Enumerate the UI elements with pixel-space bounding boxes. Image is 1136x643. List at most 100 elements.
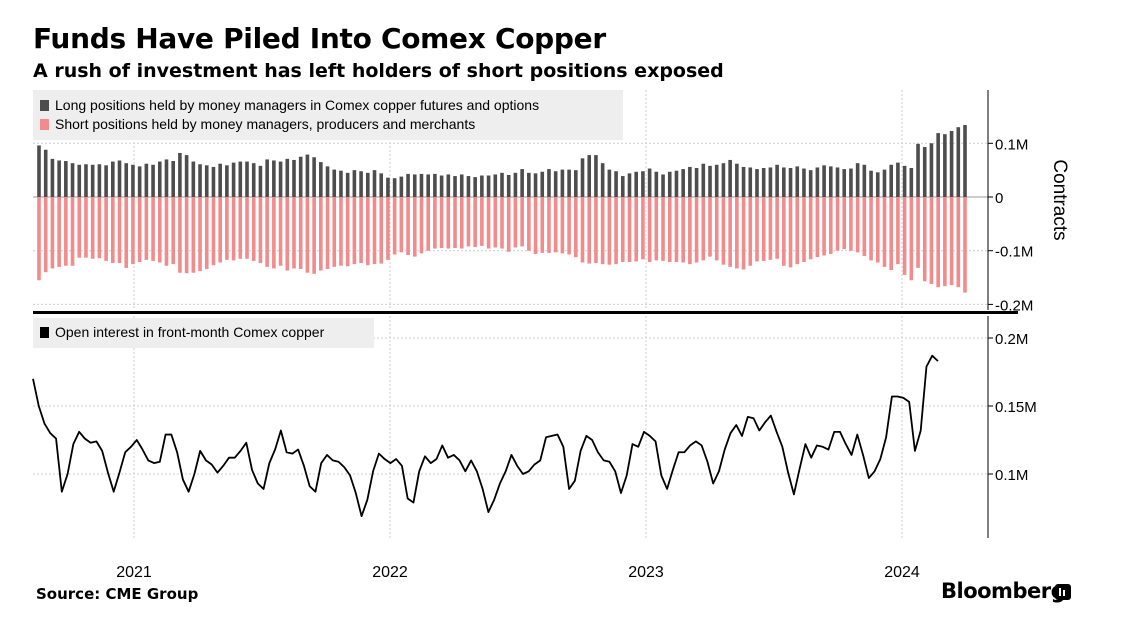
long-position-bar [614,171,618,197]
long-position-bar [43,149,48,197]
long-position-bar [761,168,766,197]
short-position-bar [50,197,55,269]
long-position-bar [493,174,498,197]
short-position-bar [889,197,893,271]
short-position-bar [419,197,424,254]
long-position-bar [345,172,350,197]
short-position-bar [728,197,732,267]
long-position-bar [419,173,424,197]
short-position-bar [386,197,390,260]
short-position-bar [157,197,162,263]
long-position-bar [748,167,753,197]
short-position-bar [755,197,759,262]
long-position-bar [332,169,337,197]
short-position-bar [547,197,551,253]
y-tick-label: 0 [995,190,1003,207]
long-position-bar [842,169,847,197]
long-position-bar [929,143,934,197]
short-position-bar [211,197,216,266]
short-position-bar [902,197,907,275]
short-position-bar [963,197,967,293]
short-position-bar [956,197,961,288]
short-position-bar [795,197,800,265]
long-position-bar [412,174,417,197]
long-position-bar [178,152,182,197]
short-position-bar [339,197,343,266]
short-position-bar [285,197,290,271]
long-position-bar [231,162,236,197]
short-position-bar [90,197,95,259]
long-position-bar [500,172,504,197]
short-position-bar [486,197,491,249]
long-position-bar [258,165,263,197]
long-position-bar [829,166,833,197]
y-tick-label: 0.1M [995,467,1028,484]
short-position-bar [714,197,719,261]
long-position-bar [936,133,940,197]
short-position-bar [204,197,209,269]
short-position-bar [433,197,437,249]
long-position-bar [204,165,209,197]
x-tick-label: 2022 [372,564,408,581]
short-position-bar [453,197,457,249]
short-position-bar [359,197,363,264]
bloomberg-terminal-icon [1055,584,1071,600]
short-position-bar [225,197,229,260]
long-position-bar [77,164,82,197]
short-position-bar [788,197,793,268]
long-position-bar [795,166,800,197]
short-position-bar [164,197,169,266]
short-position-bar [111,197,115,264]
short-position-bar [869,197,873,261]
short-position-bar [245,197,249,259]
long-position-bar [768,167,773,197]
short-position-bar [620,197,625,262]
short-position-bar [922,197,927,282]
short-position-bar [533,197,538,254]
short-position-bar [674,197,679,262]
long-position-bar [319,162,323,197]
short-position-bar [835,197,840,251]
short-position-bar [77,197,82,258]
short-position-bar [305,197,310,273]
short-position-bar [446,197,451,249]
short-positions-series [37,197,967,293]
short-position-bar [399,197,404,253]
short-position-bar [372,197,377,265]
long-position-bar [735,163,739,197]
long-position-bar [238,161,243,197]
legend-box-bars [33,90,623,140]
short-position-bar [332,197,337,267]
long-position-bar [352,170,357,197]
short-position-bar [312,197,316,274]
long-position-bar [620,176,625,197]
short-position-bar [540,197,545,253]
long-position-bar [171,161,175,197]
long-position-bar [674,170,679,197]
short-position-bar [929,197,934,284]
long-position-bar [117,160,122,197]
short-position-bar [265,197,269,267]
long-position-bar [580,158,585,197]
short-position-bar [218,197,222,263]
short-position-bar [426,197,430,251]
long-position-bar [218,163,222,197]
long-position-bar [366,172,370,197]
chart-title: Funds Have Piled Into Comex Copper [33,22,606,55]
long-position-bar [755,169,759,197]
short-position-bar [527,197,531,251]
long-position-bar [198,164,202,197]
long-position-bar [849,168,853,197]
short-position-bar [184,197,189,274]
short-position-bar [466,197,471,247]
long-position-bar [721,163,726,197]
long-position-bar [466,176,471,197]
open-interest-line [32,354,939,518]
long-position-bar [137,166,142,197]
short-position-bar [808,197,813,260]
long-position-bar [694,168,699,197]
long-position-bar [480,175,484,197]
short-position-bar [748,197,753,266]
long-position-bar [325,166,330,197]
short-position-bar [459,197,464,249]
